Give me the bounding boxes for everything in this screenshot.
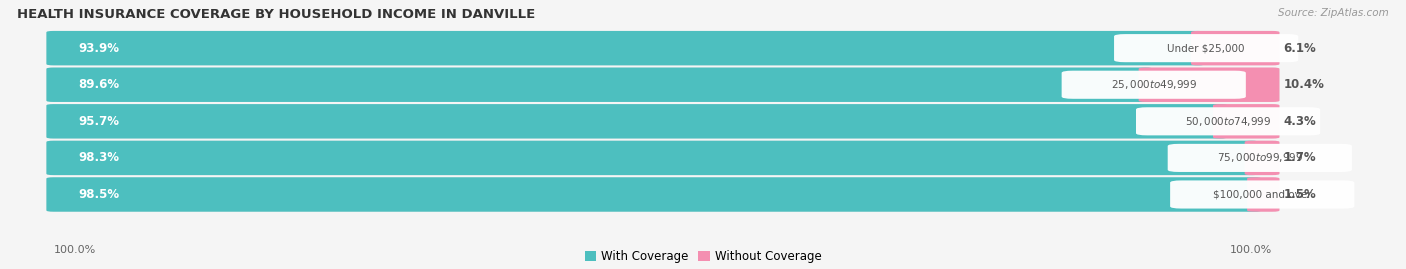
Text: $50,000 to $74,999: $50,000 to $74,999 <box>1185 115 1271 128</box>
FancyBboxPatch shape <box>46 31 1205 65</box>
Text: Under $25,000: Under $25,000 <box>1167 43 1244 53</box>
FancyBboxPatch shape <box>46 141 1279 175</box>
FancyBboxPatch shape <box>46 68 1279 102</box>
Text: HEALTH INSURANCE COVERAGE BY HOUSEHOLD INCOME IN DANVILLE: HEALTH INSURANCE COVERAGE BY HOUSEHOLD I… <box>17 8 536 21</box>
FancyBboxPatch shape <box>46 31 1279 65</box>
FancyBboxPatch shape <box>46 104 1279 139</box>
Text: $100,000 and over: $100,000 and over <box>1213 189 1312 200</box>
FancyBboxPatch shape <box>46 104 1227 139</box>
FancyBboxPatch shape <box>46 68 1153 102</box>
FancyBboxPatch shape <box>1114 34 1298 62</box>
FancyBboxPatch shape <box>1213 104 1279 139</box>
FancyBboxPatch shape <box>1062 71 1246 99</box>
FancyBboxPatch shape <box>1191 31 1279 65</box>
Text: 100.0%: 100.0% <box>53 245 96 255</box>
Text: $25,000 to $49,999: $25,000 to $49,999 <box>1111 78 1197 91</box>
FancyBboxPatch shape <box>46 177 1279 212</box>
FancyBboxPatch shape <box>46 177 1261 212</box>
Text: 93.9%: 93.9% <box>79 42 120 55</box>
Text: Source: ZipAtlas.com: Source: ZipAtlas.com <box>1278 8 1389 18</box>
Text: 1.7%: 1.7% <box>1284 151 1316 164</box>
Text: 100.0%: 100.0% <box>1230 245 1272 255</box>
Text: 98.3%: 98.3% <box>79 151 120 164</box>
FancyBboxPatch shape <box>1139 68 1279 102</box>
Text: 10.4%: 10.4% <box>1284 78 1324 91</box>
FancyBboxPatch shape <box>1247 177 1279 212</box>
Text: 1.5%: 1.5% <box>1284 188 1316 201</box>
Text: $75,000 to $99,999: $75,000 to $99,999 <box>1216 151 1303 164</box>
FancyBboxPatch shape <box>1244 141 1279 175</box>
FancyBboxPatch shape <box>1168 144 1353 172</box>
Legend: With Coverage, Without Coverage: With Coverage, Without Coverage <box>585 250 821 263</box>
FancyBboxPatch shape <box>46 141 1258 175</box>
Text: 89.6%: 89.6% <box>79 78 120 91</box>
Text: 98.5%: 98.5% <box>79 188 120 201</box>
FancyBboxPatch shape <box>1170 180 1354 208</box>
Text: 95.7%: 95.7% <box>79 115 120 128</box>
FancyBboxPatch shape <box>1136 107 1320 135</box>
Text: 4.3%: 4.3% <box>1284 115 1316 128</box>
Text: 6.1%: 6.1% <box>1284 42 1316 55</box>
